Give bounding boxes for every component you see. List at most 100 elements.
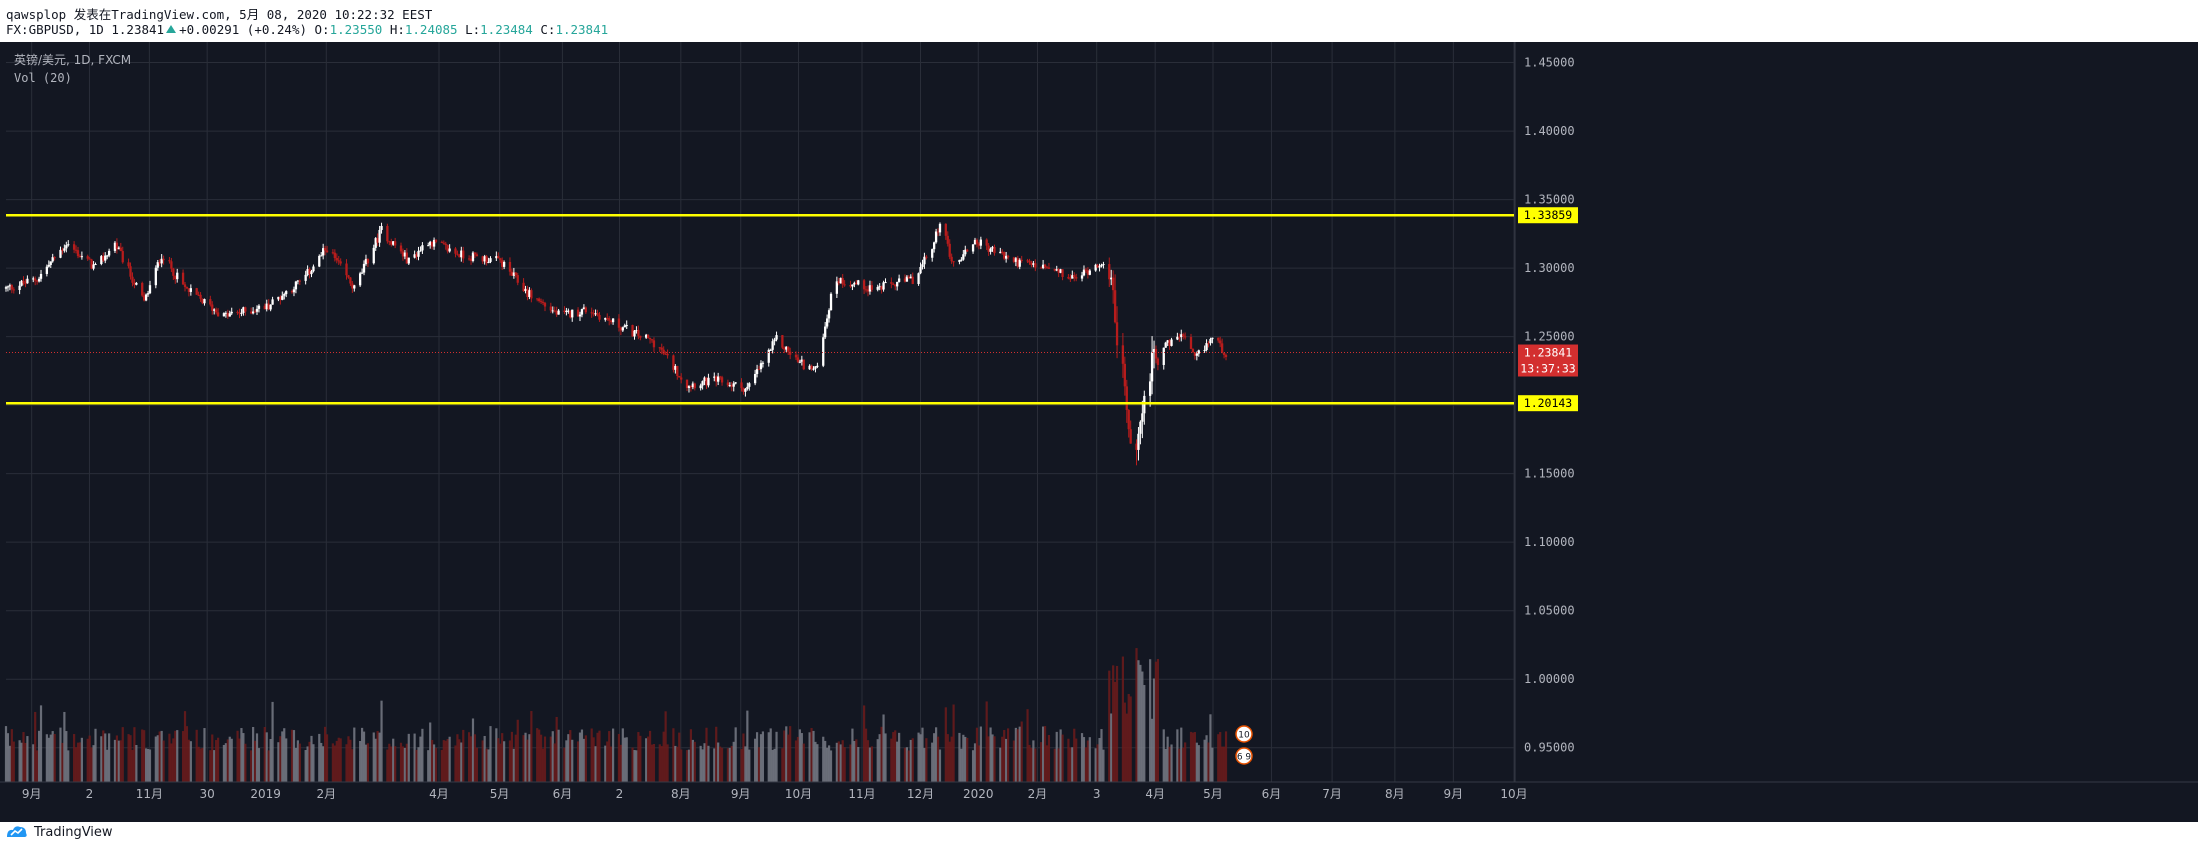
volume-bar (318, 733, 321, 782)
volume-bar (181, 731, 185, 782)
candle-body (934, 231, 938, 243)
candle-body (1156, 358, 1160, 365)
candle-body (864, 289, 868, 291)
candle-body (814, 366, 817, 369)
candle-body (1219, 340, 1222, 344)
y-tick-label: 1.00000 (1524, 672, 1575, 686)
footer[interactable]: TradingView (6, 822, 113, 842)
volume-bar (938, 749, 942, 782)
candle-body (1193, 352, 1197, 356)
close-label: C: (540, 22, 556, 37)
horizontal-levels[interactable] (6, 213, 1514, 405)
x-tick-label: 12月 (907, 787, 934, 801)
volume-bar (538, 729, 541, 782)
candle-body (1004, 255, 1008, 259)
candle-body (553, 310, 556, 312)
candle-body (1222, 352, 1226, 355)
volume-bar (703, 743, 706, 782)
candle-body (549, 306, 552, 311)
candle-body (769, 349, 772, 351)
candle-body (1191, 348, 1195, 353)
candle-body (639, 335, 642, 338)
candle-body (131, 276, 134, 283)
time-axis[interactable]: 9月 2 11月 30 2019 2月 4月 5月 6月 2 8月 9月 10月 11月 12月 2020 2月… (0, 781, 2198, 801)
candle-body (49, 261, 52, 265)
volume-bar (1182, 747, 1185, 782)
candle-body (296, 280, 300, 282)
candle-body (825, 318, 829, 327)
candle-body (1168, 340, 1171, 346)
x-tick-label: 9月 (22, 787, 42, 801)
candle-body (979, 239, 982, 246)
y-tick-label: 1.05000 (1524, 604, 1575, 618)
candle-body (279, 296, 282, 300)
candle-body (728, 385, 731, 387)
volume-bar (652, 743, 656, 782)
candle-body (516, 275, 519, 283)
candle-body (298, 280, 301, 282)
candle-body (37, 278, 41, 282)
volume-bar (946, 734, 949, 782)
candle-body (816, 365, 819, 367)
candle-body (851, 284, 854, 287)
candle-body (645, 334, 648, 338)
volume-bar (131, 749, 134, 782)
volume-bar (855, 739, 858, 782)
candle-body (362, 263, 366, 273)
volume-bar (1217, 734, 1220, 782)
volume-bar (606, 741, 609, 782)
volume-bar (102, 730, 105, 782)
volume-bar (851, 728, 854, 782)
volume-bar (158, 731, 161, 782)
candle-body (285, 291, 288, 295)
volume-bar (999, 747, 1002, 782)
candle-body (1034, 263, 1037, 268)
candle-body (255, 308, 259, 312)
candle-body (802, 359, 805, 370)
candle-body (1115, 322, 1119, 346)
candle-body (456, 253, 459, 255)
price-chart[interactable]: 1.450001.400001.350001.300001.250001.200… (0, 42, 2198, 822)
volume-bar (429, 722, 432, 782)
volume-bar (168, 733, 171, 782)
volume-bar (37, 730, 41, 782)
candle-body (320, 255, 323, 257)
volume-bar (882, 714, 885, 782)
volume-bar (685, 750, 689, 782)
volume-bar (666, 744, 669, 782)
volume-bar (366, 743, 370, 782)
volume-bar (199, 748, 202, 782)
candle-body (1102, 264, 1105, 266)
candle-body (129, 266, 132, 277)
volume-bar (647, 736, 650, 782)
candle-body (635, 330, 638, 332)
candle-body (703, 377, 706, 382)
candle-body (896, 281, 899, 287)
event-badge[interactable] (1235, 725, 1253, 743)
candle-body (203, 299, 206, 304)
volume-bar (497, 738, 500, 782)
candle-body (115, 242, 119, 250)
candle-body (1043, 264, 1047, 268)
event-badge[interactable] (1235, 747, 1253, 765)
volume-bar (571, 739, 574, 782)
candle-body (1135, 443, 1138, 450)
volume-bar (1057, 748, 1060, 782)
candle-body (631, 325, 634, 337)
volume-bar (442, 740, 445, 782)
candle-body (1006, 255, 1010, 258)
candle-body (580, 309, 584, 315)
volume-bar (255, 733, 259, 782)
volume-bar (347, 736, 350, 782)
volume-bar (623, 737, 626, 782)
candle-body (977, 243, 981, 246)
candle-body (578, 314, 582, 317)
volume-bar (380, 700, 383, 782)
volume-bar (265, 732, 268, 782)
candle-body (413, 254, 416, 258)
volume-bar (952, 704, 955, 782)
candle-body (783, 347, 786, 350)
candle-body (971, 244, 975, 252)
x-tick-label: 2 (86, 787, 94, 801)
candle-body (510, 271, 514, 276)
